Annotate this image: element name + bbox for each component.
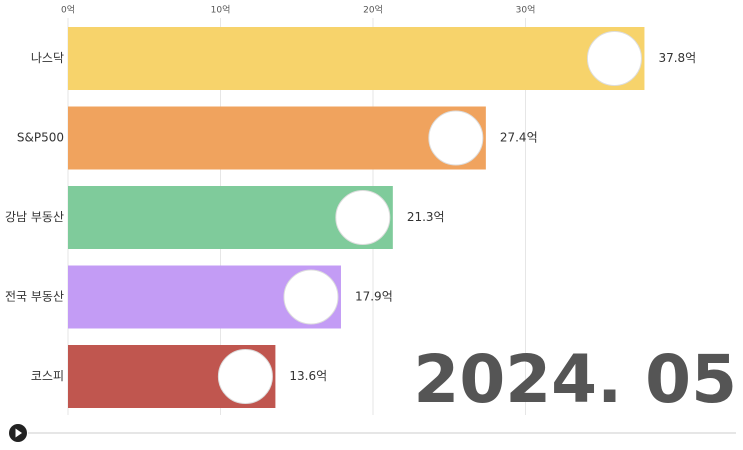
category-label: S&P500 [17,131,64,145]
value-label: 37.8억 [658,51,696,65]
value-label: 13.6억 [289,369,327,383]
x-tick-label: 10억 [211,4,231,16]
bar [68,106,486,170]
value-label: 27.4억 [500,131,538,145]
category-label: 나스닥 [31,51,64,65]
bar [68,27,645,90]
logo [586,31,642,86]
value-label: 17.9억 [355,290,393,304]
x-tick-label: 20억 [363,4,383,16]
x-tick-label: 0억 [61,4,75,16]
x-tick-label: 30억 [516,4,536,16]
category-label: 강남 부동산 [5,210,64,224]
category-label: 전국 부동산 [5,290,64,304]
category-label: 코스피 [31,369,64,383]
value-label: 21.3억 [407,210,445,224]
logo [335,190,391,245]
logo [283,269,339,325]
date-label: 2024. 05 [413,341,737,418]
play-icon [15,428,22,438]
logo [428,110,484,166]
logo [217,349,273,404]
